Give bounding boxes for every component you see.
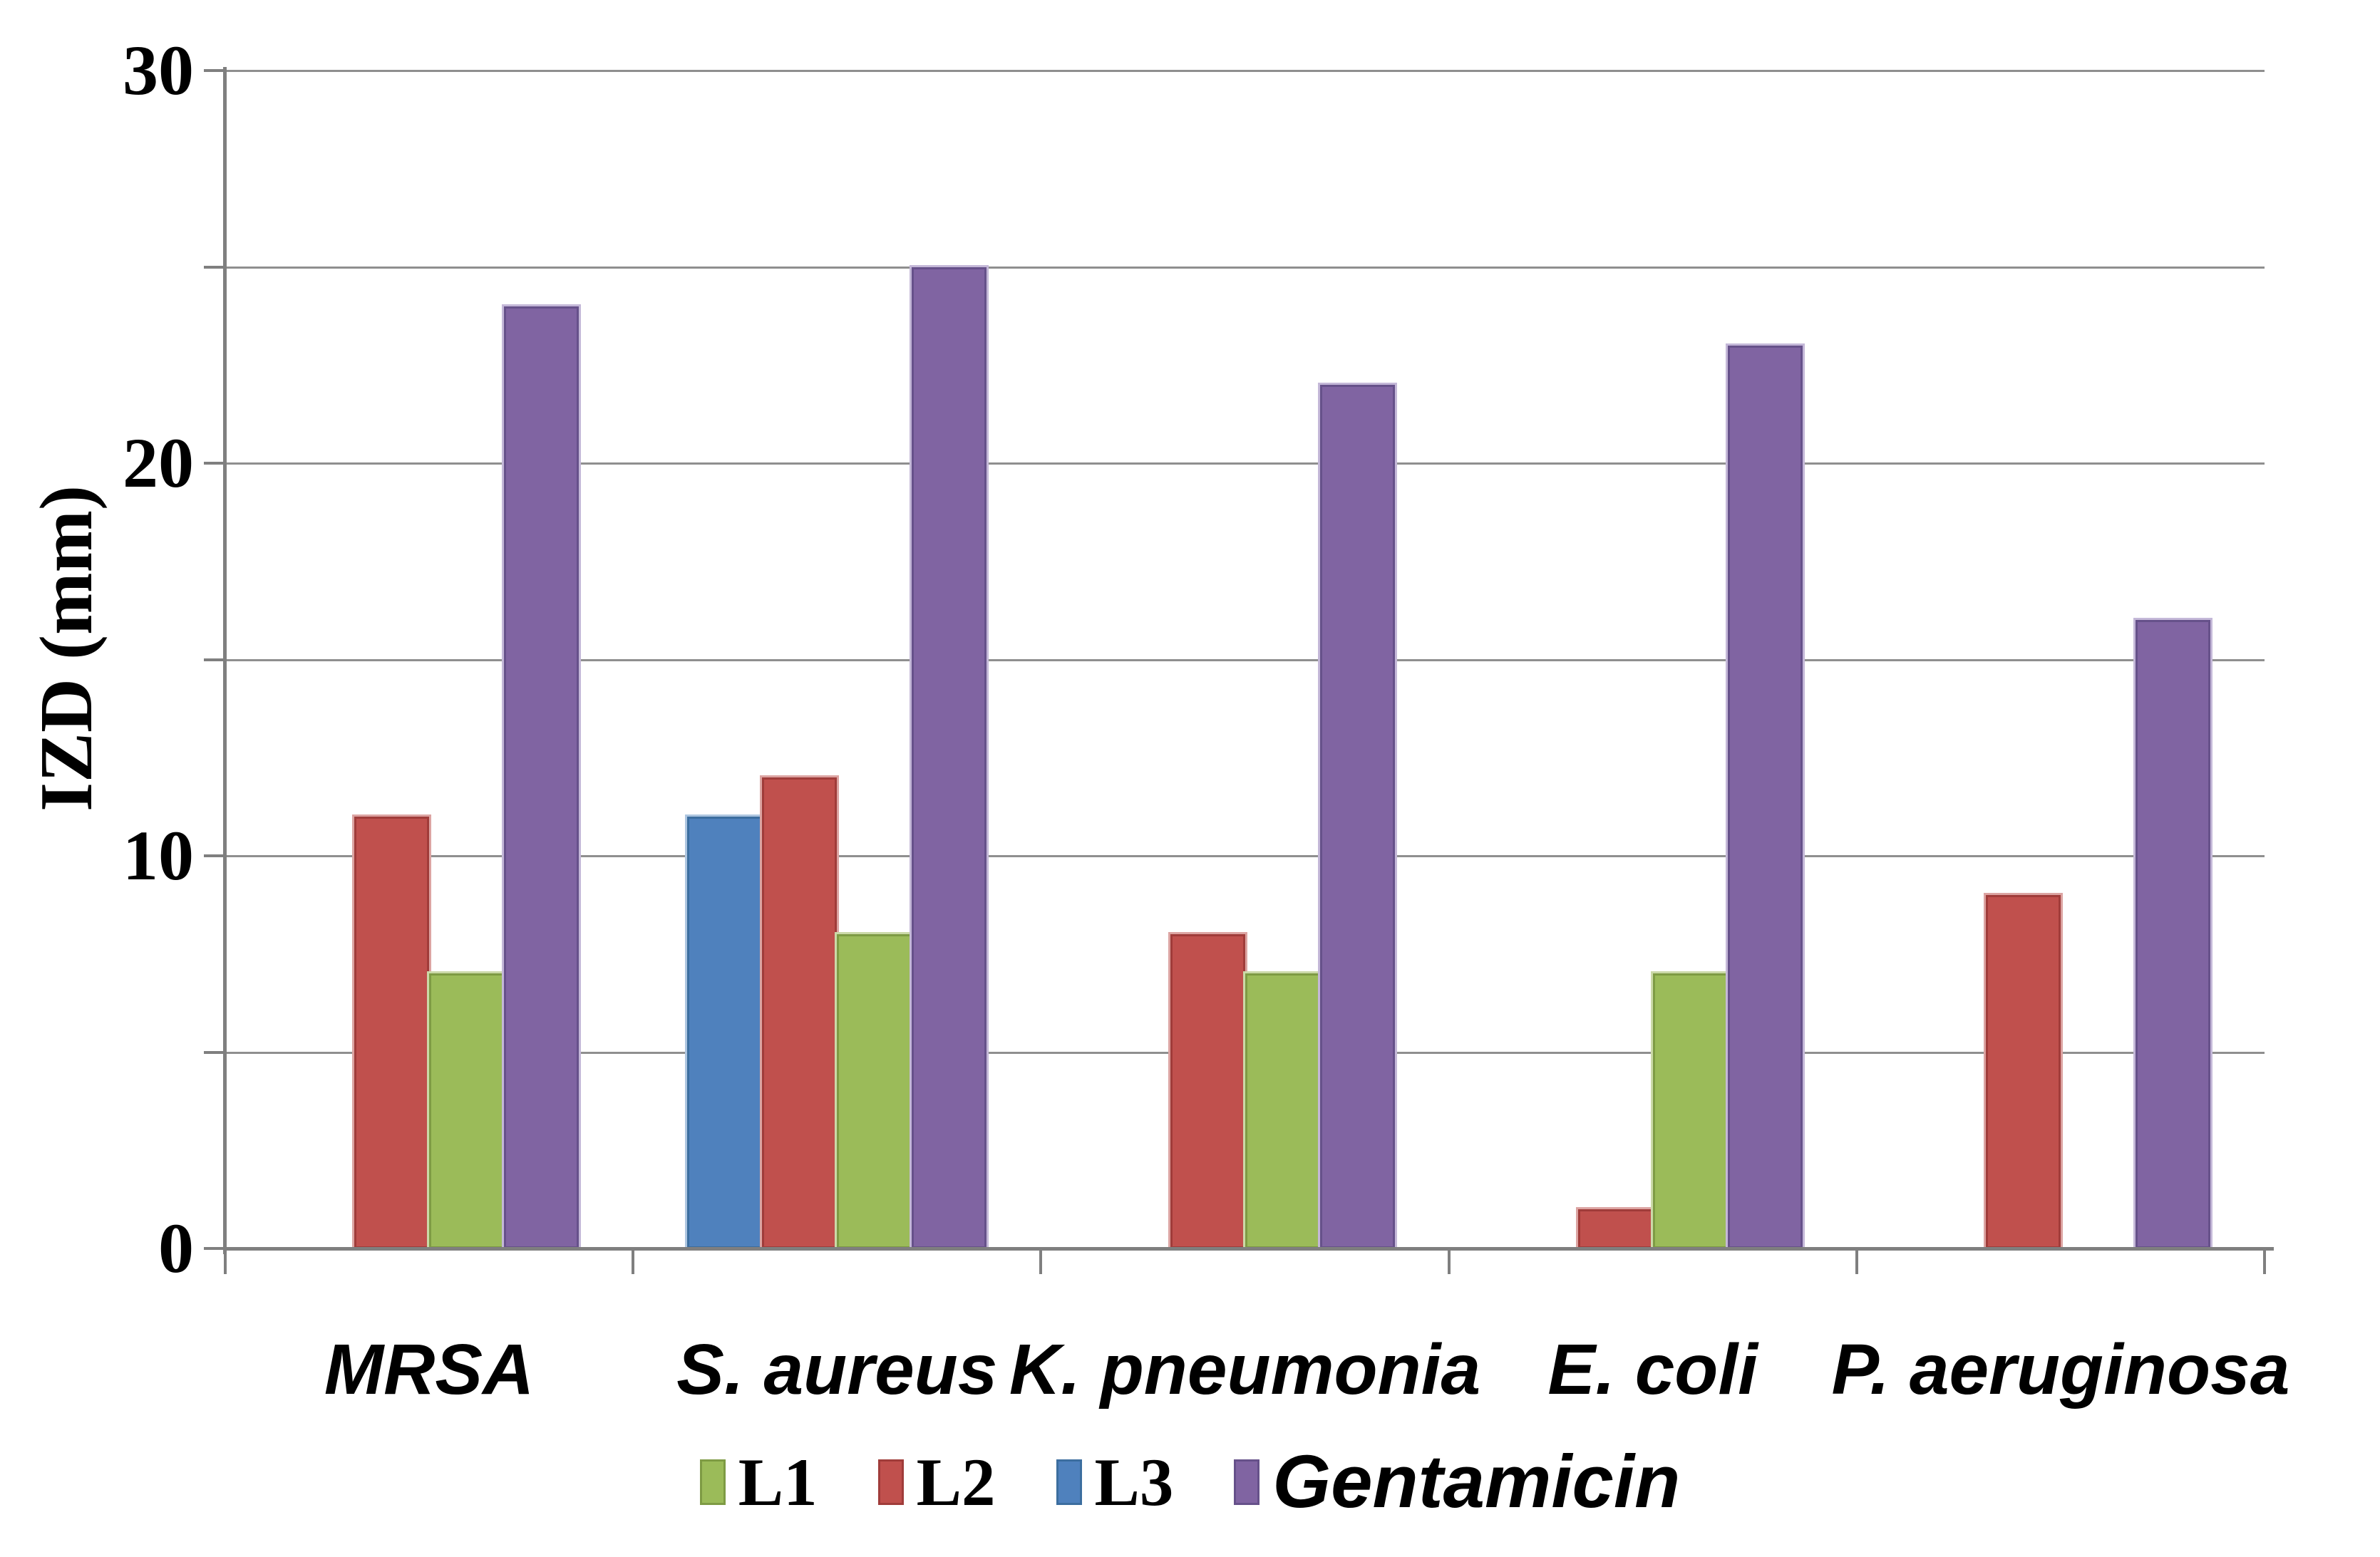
legend-swatch-l2	[877, 1459, 904, 1505]
legend-label-l3: L3	[1094, 1444, 1174, 1520]
bar-gentamicin-s-aureus	[912, 267, 987, 1248]
gridline	[225, 462, 2265, 465]
legend-item-l2: L2	[877, 1443, 996, 1521]
x-tick	[224, 1248, 227, 1274]
bar-l2-e-coli	[1577, 1209, 1653, 1248]
legend-item-l3: L3	[1056, 1443, 1174, 1521]
gridline	[225, 855, 2265, 857]
bar-l2-p-aeruginosa	[1985, 895, 2061, 1248]
y-tick	[204, 1247, 225, 1250]
category-label-p-aeruginosa: P. aeruginosa	[1831, 1330, 2290, 1409]
bar-l3-s-aureus	[687, 816, 763, 1248]
y-tick	[204, 265, 225, 269]
legend-swatch-l3	[1056, 1459, 1082, 1505]
x-axis-line	[223, 1247, 2274, 1251]
legend-label-gentamicin: Gentamicin	[1272, 1440, 1681, 1524]
bar-l1-e-coli	[1652, 973, 1728, 1248]
bar-l1-s-aureus	[837, 934, 912, 1248]
legend-item-gentamicin: Gentamicin	[1234, 1439, 1680, 1525]
legend-swatch-gentamicin	[1234, 1459, 1260, 1505]
bar-gentamicin-mrsa	[504, 306, 579, 1248]
x-tick	[2263, 1248, 2266, 1274]
y-tick-label: 30	[123, 31, 194, 110]
x-tick	[1855, 1248, 1858, 1274]
legend-swatch-l1	[699, 1459, 726, 1505]
legend-item-l1: L1	[699, 1443, 818, 1521]
y-axis-title: IZD (mm)	[24, 485, 108, 812]
bar-gentamicin-k-pneumonia	[1319, 384, 1395, 1248]
y-tick	[204, 854, 225, 857]
bar-l1-mrsa	[429, 973, 505, 1248]
y-tick	[204, 69, 225, 72]
y-tick-label: 20	[123, 423, 194, 502]
gridline	[225, 658, 2265, 661]
gridline	[225, 266, 2265, 269]
x-tick	[632, 1248, 635, 1274]
y-tick-label: 10	[123, 816, 194, 895]
category-label-k-pneumonia: K. pneumonia	[1009, 1330, 1481, 1409]
bar-l1-k-pneumonia	[1245, 973, 1320, 1248]
legend: L1 L2 L3 Gentamicin	[0, 1429, 2380, 1536]
y-tick	[204, 462, 225, 465]
y-tick	[204, 1050, 225, 1054]
bar-l2-s-aureus	[762, 777, 838, 1248]
gridline	[225, 70, 2265, 72]
y-tick	[204, 658, 225, 661]
x-tick	[1447, 1248, 1451, 1274]
legend-label-l2: L2	[916, 1444, 996, 1520]
bar-l2-k-pneumonia	[1170, 934, 1245, 1248]
x-tick	[1039, 1248, 1043, 1274]
bar-gentamicin-e-coli	[1727, 345, 1803, 1248]
bar-l2-mrsa	[354, 816, 430, 1248]
category-label-mrsa: MRSA	[324, 1330, 535, 1409]
y-tick-label: 0	[158, 1209, 194, 1288]
bar-gentamicin-p-aeruginosa	[2135, 620, 2210, 1248]
category-label-e-coli: E. coli	[1547, 1330, 1758, 1409]
legend-label-l1: L1	[738, 1444, 818, 1520]
category-label-s-aureus: S. aureus	[676, 1330, 998, 1409]
